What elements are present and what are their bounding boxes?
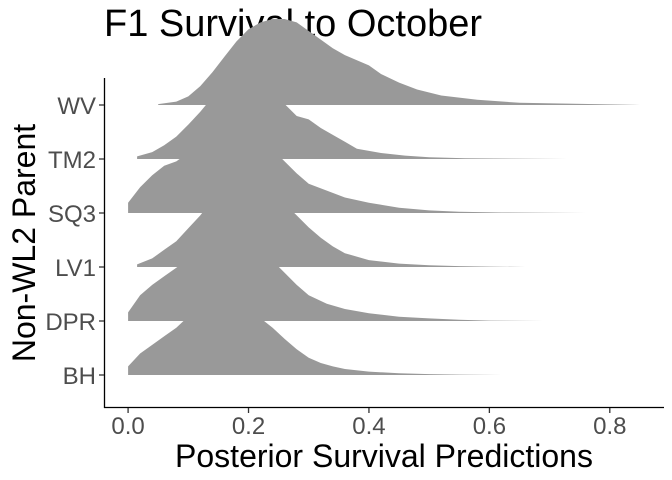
x-axis-title: Posterior Survival Predictions	[175, 438, 593, 474]
x-tick-label: 0.2	[232, 413, 265, 440]
ridges-group	[128, 19, 640, 375]
y-ticks-group: BH DPR LV1 SQ3 TM2 WV	[45, 93, 104, 390]
y-tick-label: TM2	[48, 147, 96, 174]
y-tick-label: WV	[57, 93, 96, 120]
x-tick-label: 0.8	[593, 413, 626, 440]
y-axis-title: Non-WL2 Parent	[6, 124, 42, 362]
x-tick-label: 0.0	[111, 413, 144, 440]
y-tick-label: DPR	[45, 309, 96, 336]
y-tick-label: LV1	[55, 255, 96, 282]
y-tick-label: BH	[63, 363, 96, 390]
x-tick-label: 0.4	[352, 413, 385, 440]
x-ticks-group: 0.0 0.2 0.4 0.6 0.8	[111, 408, 626, 440]
y-tick-label: SQ3	[48, 201, 96, 228]
x-tick-label: 0.6	[473, 413, 506, 440]
ridge-wv	[158, 19, 640, 105]
